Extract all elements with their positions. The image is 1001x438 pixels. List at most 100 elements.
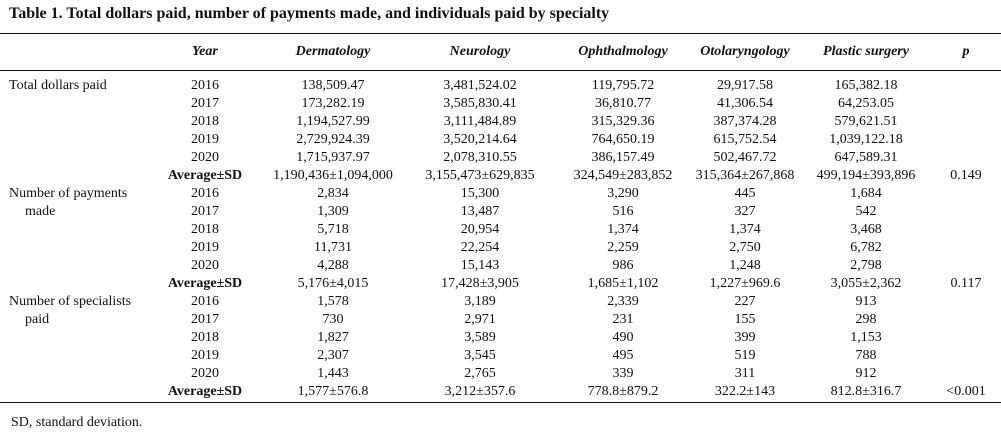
table-cell-dermatology: 173,282.19	[301, 96, 365, 111]
table-cell-plastic-surgery: 3,468	[850, 222, 882, 237]
table-cell-neurology: 3,545	[464, 348, 496, 363]
table-cell-year: 2018	[191, 330, 219, 345]
column-header-neurology: Neurology	[449, 44, 511, 59]
table-cell-otolaryngology: 399	[734, 330, 756, 345]
average-cell-plastic-surgery: 499,194±393,896	[816, 168, 916, 183]
table-cell-otolaryngology: 41,306.54	[717, 96, 773, 111]
column-header-p: p	[962, 44, 970, 59]
average-cell-ophthalmology: 1,685±1,102	[587, 276, 659, 291]
average-cell-p: <0.001	[946, 384, 986, 399]
table-cell-dermatology: 2,307	[317, 348, 349, 363]
average-cell-p: 0.149	[950, 168, 982, 183]
row-group-label: Number of specialists	[9, 294, 132, 309]
table-cell-neurology: 3,189	[464, 294, 496, 309]
table-cell-neurology: 2,078,310.55	[443, 150, 517, 165]
average-cell-plastic-surgery: 3,055±2,362	[830, 276, 902, 291]
table-cell-otolaryngology: 311	[734, 366, 756, 381]
column-header-dermatology: Dermatology	[295, 44, 371, 59]
row-group-label: Number of payments	[9, 186, 128, 201]
table-cell-plastic-surgery: 64,253.05	[838, 96, 894, 111]
table-cell-plastic-surgery: 1,684	[850, 186, 882, 201]
table-cell-year: 2019	[191, 348, 219, 363]
table-cell-neurology: 2,971	[464, 312, 496, 327]
table-cell-plastic-surgery: 788	[855, 348, 877, 363]
table-cell-ophthalmology: 2,339	[607, 294, 639, 309]
table-cell-dermatology: 4,288	[317, 258, 349, 273]
table-cell-dermatology: 1,715,937.97	[296, 150, 370, 165]
row-group-label: Total dollars paid	[9, 78, 107, 93]
average-sd-label: Average±SD	[167, 168, 243, 183]
table-cell-dermatology: 1,827	[317, 330, 349, 345]
table-cell-otolaryngology: 155	[734, 312, 756, 327]
table-cell-year: 2020	[191, 258, 219, 273]
table-cell-year: 2017	[191, 96, 219, 111]
table-cell-ophthalmology: 339	[612, 366, 634, 381]
table-cell-dermatology: 5,718	[317, 222, 349, 237]
average-cell-plastic-surgery: 812.8±316.7	[830, 384, 902, 399]
table-cell-otolaryngology: 327	[734, 204, 756, 219]
table-cell-neurology: 13,487	[460, 204, 500, 219]
table-cell-neurology: 3,481,524.02	[443, 78, 517, 93]
table-header-rule	[0, 70, 1001, 71]
table-cell-ophthalmology: 764,650.19	[591, 132, 655, 147]
average-cell-dermatology: 1,190,436±1,094,000	[273, 168, 393, 183]
table-cell-year: 2016	[191, 78, 219, 93]
table-cell-plastic-surgery: 298	[855, 312, 877, 327]
table-cell-plastic-surgery: 1,153	[850, 330, 882, 345]
average-cell-otolaryngology: 315,364±267,868	[695, 168, 795, 183]
table-cell-year: 2017	[191, 204, 219, 219]
table-cell-neurology: 15,143	[460, 258, 500, 273]
table-cell-neurology: 20,954	[460, 222, 500, 237]
table-cell-plastic-surgery: 165,382.18	[834, 78, 898, 93]
table-cell-dermatology: 2,834	[317, 186, 349, 201]
row-group-label: paid	[25, 312, 50, 327]
table-cell-year: 2017	[191, 312, 219, 327]
average-cell-otolaryngology: 322.2±143	[714, 384, 776, 399]
table-cell-ophthalmology: 119,795.72	[591, 78, 655, 93]
average-cell-neurology: 17,428±3,905	[441, 276, 519, 291]
table-cell-neurology: 3,589	[464, 330, 496, 345]
table-cell-ophthalmology: 3,290	[607, 186, 639, 201]
table-cell-ophthalmology: 386,157.49	[591, 150, 655, 165]
average-cell-neurology: 3,155,473±629,835	[425, 168, 535, 183]
table-cell-ophthalmology: 986	[612, 258, 634, 273]
table-cell-ophthalmology: 1,374	[607, 222, 639, 237]
column-header-plastic-surgery: Plastic surgery	[823, 44, 909, 59]
column-header-otolaryngology: Otolaryngology	[700, 44, 790, 59]
average-cell-dermatology: 1,577±576.8	[297, 384, 369, 399]
average-cell-dermatology: 5,176±4,015	[297, 276, 369, 291]
table-cell-year: 2016	[191, 294, 219, 309]
table-cell-year: 2016	[191, 186, 219, 201]
table-cell-year: 2018	[191, 222, 219, 237]
table-bottom-rule	[0, 402, 1001, 403]
table-cell-otolaryngology: 227	[734, 294, 756, 309]
table-cell-otolaryngology: 387,374.28	[713, 114, 777, 129]
table-cell-plastic-surgery: 1,039,122.18	[829, 132, 903, 147]
table-cell-ophthalmology: 516	[612, 204, 634, 219]
average-cell-p: 0.117	[950, 276, 982, 291]
table-cell-dermatology: 730	[322, 312, 344, 327]
table-cell-otolaryngology: 29,917.58	[717, 78, 773, 93]
table-cell-otolaryngology: 445	[734, 186, 756, 201]
table-cell-neurology: 3,520,214.64	[443, 132, 517, 147]
table-cell-ophthalmology: 490	[612, 330, 634, 345]
average-cell-ophthalmology: 778.8±879.2	[587, 384, 659, 399]
table-cell-plastic-surgery: 2,798	[850, 258, 882, 273]
table-cell-plastic-surgery: 6,782	[850, 240, 882, 255]
table-cell-dermatology: 11,731	[314, 240, 352, 255]
column-header-ophthalmology: Ophthalmology	[578, 44, 668, 59]
table-cell-otolaryngology: 615,752.54	[713, 132, 777, 147]
table-cell-year: 2018	[191, 114, 219, 129]
average-cell-otolaryngology: 1,227±969.6	[709, 276, 781, 291]
table-cell-year: 2020	[191, 366, 219, 381]
table-cell-ophthalmology: 36,810.77	[595, 96, 651, 111]
table-cell-dermatology: 138,509.47	[301, 78, 365, 93]
table-cell-otolaryngology: 2,750	[729, 240, 761, 255]
table-cell-otolaryngology: 1,374	[729, 222, 761, 237]
table-cell-plastic-surgery: 912	[855, 366, 877, 381]
average-cell-neurology: 3,212±357.6	[444, 384, 516, 399]
row-group-label: made	[25, 204, 56, 219]
column-header-year: Year	[192, 44, 218, 59]
table-cell-neurology: 22,254	[460, 240, 500, 255]
table-cell-ophthalmology: 315,329.36	[591, 114, 655, 129]
